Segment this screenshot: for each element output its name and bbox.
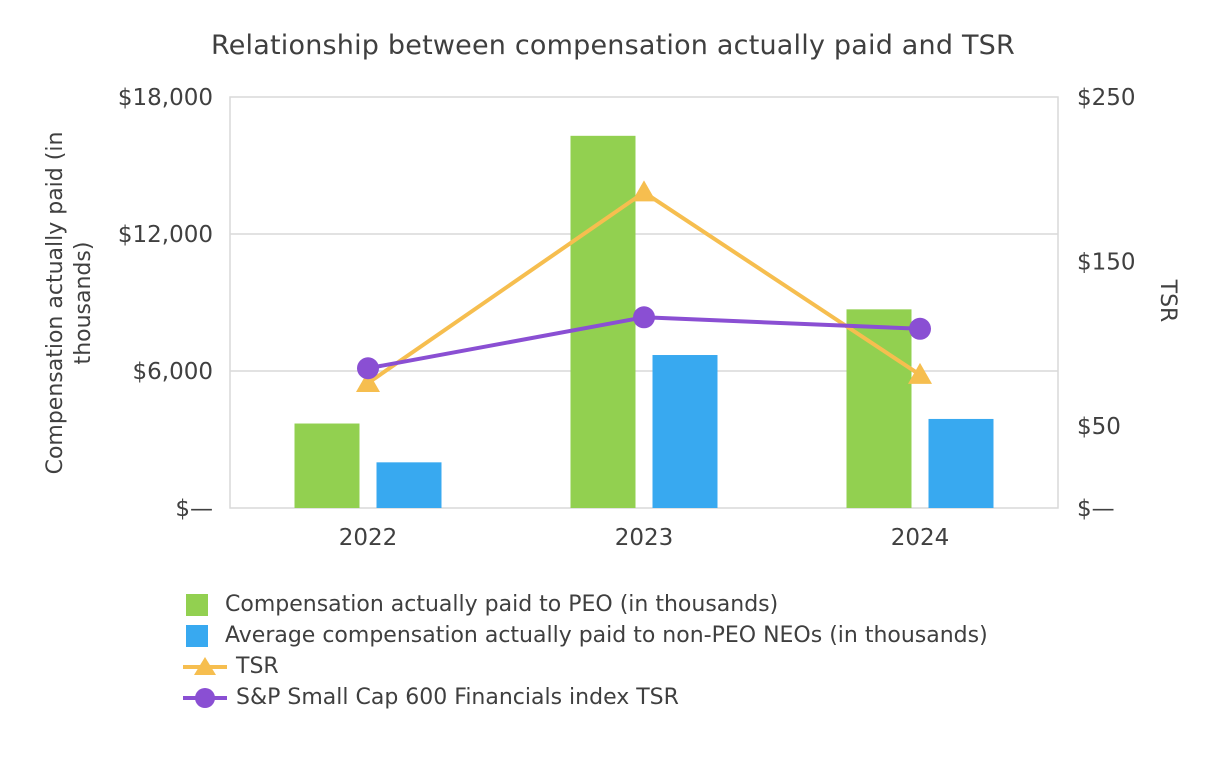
plot-border <box>229 96 1059 509</box>
bar-neo-2022 <box>376 462 442 508</box>
left-axis-tick-label: $— <box>175 496 213 522</box>
bar-neo-2023 <box>652 355 718 508</box>
right-axis-tick-label: $— <box>1077 496 1115 522</box>
right-axis-tick-label: $250 <box>1077 85 1136 111</box>
x-axis-category-label: 2022 <box>339 525 398 551</box>
x-axis-category-label: 2024 <box>891 525 950 551</box>
left-axis-tick-label: $12,000 <box>118 222 213 248</box>
legend: Compensation actually paid to PEO (in th… <box>183 589 988 713</box>
x-axis-category-label: 2023 <box>615 525 674 551</box>
right-axis-tick-label: $150 <box>1077 249 1136 275</box>
legend-label-index-tsr: S&P Small Cap 600 Financials index TSR <box>236 685 679 710</box>
circle-marker-2024 <box>909 317 931 340</box>
bar-neo-2024 <box>928 418 994 508</box>
triangle-marker-2023 <box>632 180 656 202</box>
legend-item-peo: Compensation actually paid to PEO (in th… <box>183 589 988 620</box>
left-axis-tick-label: $6,000 <box>133 359 213 385</box>
triangle-marker-2024 <box>908 362 932 384</box>
legend-label-neo: Average compensation actually paid to no… <box>225 623 988 648</box>
legend-item-tsr: TSR <box>183 651 988 682</box>
legend-item-index-tsr: S&P Small Cap 600 Financials index TSR <box>183 682 988 713</box>
triangle-marker-2022 <box>356 371 380 393</box>
legend-label-tsr: TSR <box>236 654 279 679</box>
legend-line-triangle-icon <box>183 656 227 675</box>
bar-peo-2024 <box>846 309 912 508</box>
legend-label-peo: Compensation actually paid to PEO (in th… <box>225 592 779 617</box>
chart-title: Relationship between compensation actual… <box>211 30 1015 61</box>
legend-line-circle-icon <box>183 687 227 708</box>
right-axis-tick-label: $50 <box>1077 414 1121 440</box>
bar-peo-2022 <box>294 423 360 508</box>
legend-item-neo: Average compensation actually paid to no… <box>183 620 988 651</box>
legend-swatch-neo <box>186 624 208 647</box>
left-axis-tick-label: $18,000 <box>118 85 213 111</box>
circle-marker-2023 <box>633 306 655 329</box>
circle-marker-2022 <box>357 357 379 380</box>
legend-swatch-peo <box>186 593 208 616</box>
